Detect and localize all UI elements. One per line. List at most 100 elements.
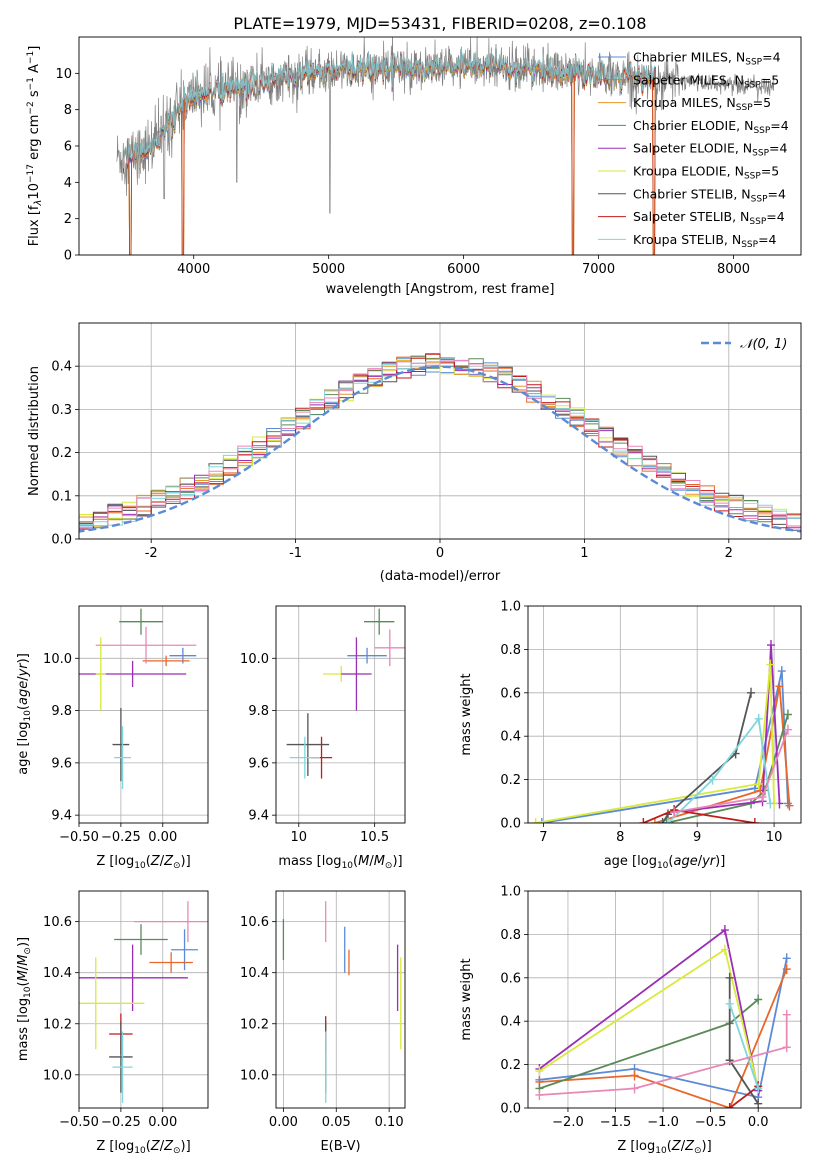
- x-tick-label: 1: [580, 546, 588, 561]
- x-tick-label: -2: [145, 546, 158, 561]
- weight-marker: [754, 1098, 763, 1108]
- weight-marker: [782, 964, 791, 975]
- weight-marker: [725, 998, 734, 1009]
- weight-marker: [537, 818, 546, 823]
- y-tick-label: 9.4: [51, 809, 72, 824]
- weight-series: [728, 1003, 760, 1089]
- data-point: [112, 1031, 133, 1103]
- y-tick-label: 0: [64, 249, 72, 264]
- residuals-panel: -2 -1 0 1 2 0.0 0.1 0.2 0.3 0.4 (data-model)/error…: [27, 322, 802, 584]
- axes-frame: [275, 890, 406, 1109]
- y-tick-label: 1.0: [500, 600, 521, 615]
- x-tick-label: −0.5: [695, 1115, 727, 1130]
- plot-area: [116, 37, 775, 255]
- x-tick-label: 9: [693, 830, 701, 845]
- age-vs-metallicity-panel: −0.50 −0.25 0.00 9.4 9.6 9.8 10.0 Z [log10(Z/Z⊙…: [16, 605, 209, 871]
- y-tick-label: 0.3: [51, 403, 72, 418]
- y-tick-label: 9.8: [51, 704, 72, 719]
- weight-series: [729, 1085, 759, 1108]
- x-tick-label: 8: [616, 830, 624, 845]
- weight-marker: [747, 687, 756, 698]
- x-tick-label: 10.5: [360, 830, 389, 845]
- y-tick-label: 10: [55, 67, 72, 82]
- y-tick-label: 0.6: [500, 686, 521, 701]
- x-tick-label: 0: [436, 546, 444, 561]
- x-tick-label: −0.50: [59, 1115, 99, 1130]
- data-point: [134, 901, 208, 943]
- weight-marker: [725, 1103, 734, 1108]
- x-axis-label: age [log10(age/yr)]: [604, 854, 726, 871]
- x-axis-label: (data-model)/error: [380, 569, 501, 584]
- data-point: [289, 736, 321, 779]
- x-tick-label: 0.00: [148, 1115, 177, 1130]
- axes-frame: [527, 605, 802, 824]
- weight-vs-metallicity-panel: −2.0 −1.5 −1.0 −0.5 0.0 0.0 0.2 0.4 0.6 0.8 1.0 mas…: [459, 885, 802, 1156]
- x-axis-label: wavelength [Angstrom, rest frame]: [326, 282, 555, 297]
- weight-series: [539, 958, 788, 1099]
- x-tick-label: 2: [725, 546, 733, 561]
- weight-marker: [754, 778, 763, 789]
- data-point: [119, 608, 163, 635]
- x-tick-label: 0.00: [269, 1115, 298, 1130]
- data-point: [286, 713, 330, 776]
- plot-area: [79, 891, 208, 1108]
- x-axis-label: mass [log10(M/M⊙)]: [278, 854, 402, 871]
- y-axis-label: Flux [fλ10−17 erg cm−2 s−1 A−1]: [26, 46, 44, 247]
- y-tick-label: 0.1: [51, 489, 72, 504]
- weight-series: [535, 664, 775, 823]
- weight-marker: [783, 709, 792, 720]
- weight-series: [539, 1014, 788, 1096]
- weight-marker: [720, 944, 729, 955]
- data-point: [112, 707, 130, 782]
- legend-label: Chabrier MILES, NSSP=4: [633, 50, 781, 68]
- data-point: [95, 626, 197, 664]
- y-tick-label: 2: [64, 212, 72, 227]
- weight-vs-age-panel: 7 8 9 10 0.0 0.2 0.4 0.6 0.8 1.0 mass weight age [l…: [459, 600, 802, 871]
- legend-label: Salpeter MILES, NSSP=5: [633, 72, 779, 90]
- data-point: [341, 637, 372, 711]
- y-tick-label: 0.4: [51, 360, 72, 375]
- weight-marker: [658, 818, 667, 823]
- x-tick-label: 10: [766, 830, 783, 845]
- weight-marker: [758, 791, 767, 802]
- y-tick-label: 10.2: [240, 1017, 269, 1032]
- y-tick-label: 10.0: [43, 652, 72, 667]
- weight-series: [539, 968, 788, 1108]
- x-tick-label: 0.0: [748, 1115, 769, 1130]
- y-tick-label: 0.0: [500, 817, 521, 832]
- weight-marker: [782, 953, 791, 964]
- data-point: [79, 957, 145, 1050]
- weight-marker: [535, 1089, 544, 1100]
- data-point: [114, 924, 168, 955]
- weight-marker: [630, 1070, 639, 1081]
- y-tick-label: 0.2: [500, 773, 521, 788]
- figure-title: PLATE=1979, MJD=53431, FIBERID=0208, z=0…: [233, 14, 646, 33]
- y-tick-label: 8: [64, 103, 72, 118]
- plot-area: [276, 606, 405, 823]
- plot-area: [276, 891, 405, 1108]
- data-point: [364, 608, 395, 635]
- y-tick-label: 0.2: [500, 1058, 521, 1073]
- y-tick-label: 10.2: [43, 1017, 72, 1032]
- y-tick-label: 0.2: [51, 446, 72, 461]
- weight-series: [728, 977, 759, 1105]
- weight-series: [667, 716, 772, 823]
- y-tick-label: 10.4: [240, 966, 269, 981]
- weight-series: [673, 645, 781, 813]
- age-vs-mass-panel: 10 10.5 9.4 9.6 9.8 10.0 mass [log10(M/M⊙)]: [240, 605, 406, 871]
- legend-label: Kroupa STELIB, NSSP=4: [633, 232, 777, 250]
- y-axis-label: age [log10(age/yr)]: [16, 653, 33, 775]
- x-tick-label: −0.50: [59, 830, 99, 845]
- data-point: [109, 1021, 133, 1093]
- y-tick-label: 0.8: [500, 643, 521, 658]
- axes-frame: [78, 36, 802, 256]
- x-tick-label: 4000: [177, 262, 210, 277]
- x-tick-label: −2.0: [552, 1115, 584, 1130]
- mass-vs-metallicity-panel: −0.50 −0.25 0.00 10.0 10.2 10.4 10.6 Z [log10(Z…: [16, 890, 209, 1156]
- x-axis-label: E(B-V): [320, 1139, 360, 1154]
- data-point: [347, 647, 387, 664]
- weight-marker: [754, 994, 763, 1005]
- y-tick-label: 9.4: [248, 809, 269, 824]
- weight-marker: [782, 1042, 791, 1053]
- y-tick-label: 9.8: [248, 704, 269, 719]
